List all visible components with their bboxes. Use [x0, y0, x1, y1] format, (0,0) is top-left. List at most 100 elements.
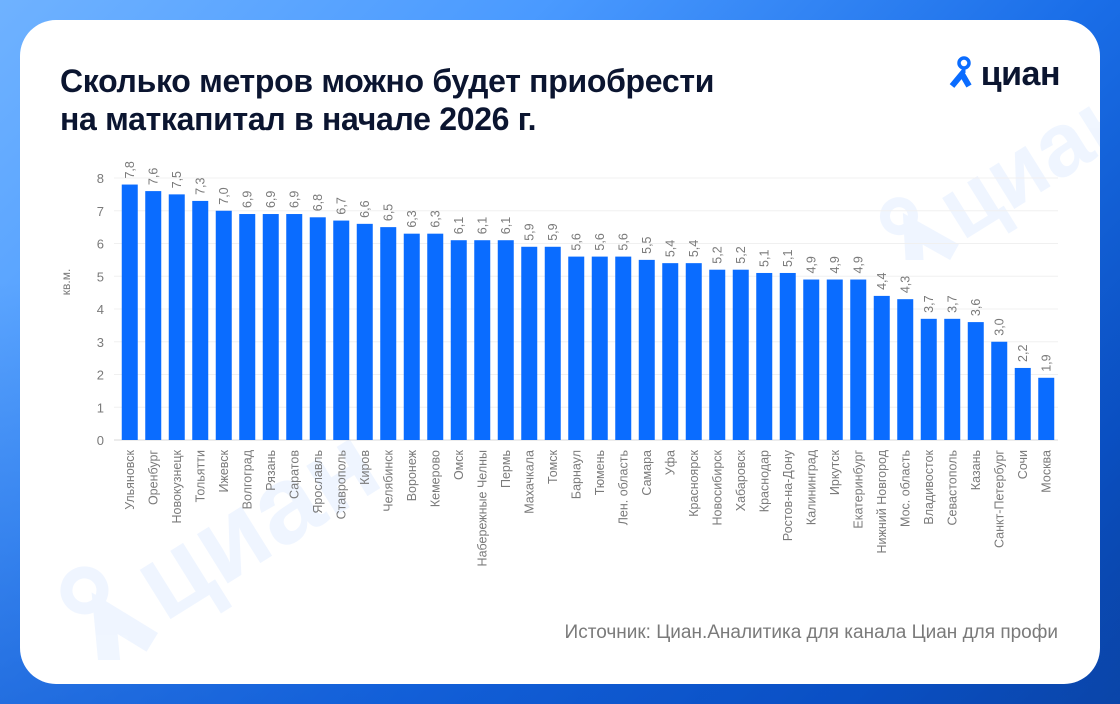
x-tick-label: Иркутск — [828, 449, 842, 495]
x-tick-label: Томск — [546, 449, 560, 483]
x-tick-label: Челябинск — [381, 449, 395, 511]
data-label: 7,3 — [193, 178, 207, 195]
data-label: 3,7 — [945, 295, 959, 312]
bar-chart: 0 1 2 3 4 5 6 7 8 кв.м. 7,8 Ульяновск 7,6 Оренбург 7,5… — [59, 161, 1058, 566]
x-tick-label: Воронеж — [405, 449, 419, 501]
data-label: 5,6 — [593, 233, 607, 250]
x-tick-label: Тюмень — [593, 450, 607, 495]
chart-card: циан циан Сколько метров можно будет при… — [20, 20, 1100, 684]
x-tick-label: Рязань — [264, 450, 278, 491]
x-tick-label: Саратов — [287, 450, 301, 499]
data-label: 7,8 — [123, 161, 137, 178]
x-tick-label: Самара — [640, 450, 654, 496]
bar — [1038, 377, 1055, 440]
y-tick-label: 3 — [97, 335, 104, 350]
logo-text: циан — [980, 54, 1061, 93]
x-tick-label: Новосибирск — [710, 449, 724, 525]
bar — [897, 299, 914, 440]
x-tick-label: Кемерово — [428, 450, 442, 507]
x-tick-label: Ярославль — [311, 450, 325, 514]
data-label: 5,6 — [616, 233, 630, 250]
data-label: 6,9 — [287, 191, 301, 208]
x-tick-label: Ижевск — [217, 449, 231, 492]
x-tick-label: Москва — [1039, 450, 1053, 493]
title-line-2: на маткапитал в начале 2026 г. — [60, 101, 537, 137]
bar — [1014, 367, 1031, 440]
bar — [591, 256, 608, 440]
data-label: 7,5 — [170, 171, 184, 188]
data-label: 6,9 — [264, 191, 278, 208]
bar — [262, 214, 279, 440]
data-label: 5,1 — [781, 250, 795, 267]
x-tick-label: Хабаровск — [734, 449, 748, 511]
x-tick-label: Сочи — [1016, 450, 1030, 479]
data-label: 3,6 — [969, 299, 983, 316]
bar — [732, 269, 749, 440]
data-label: 6,7 — [334, 197, 348, 214]
bar — [685, 263, 702, 440]
x-tick-label: Махачкала — [522, 450, 536, 514]
bar — [427, 233, 444, 440]
x-tick-label: Набережные Челны — [475, 450, 489, 566]
x-tick-label: Ульяновск — [123, 449, 137, 509]
bar — [615, 256, 632, 440]
bar — [192, 200, 209, 440]
bar — [638, 259, 655, 440]
bar — [356, 223, 373, 440]
bar — [333, 220, 350, 440]
data-label: 3,7 — [922, 295, 936, 312]
data-label: 6,5 — [381, 204, 395, 221]
bar — [920, 318, 937, 440]
bar — [450, 240, 467, 440]
y-tick-label: 1 — [97, 400, 104, 415]
bar — [474, 240, 491, 440]
y-tick-label: 6 — [97, 237, 104, 252]
x-tick-label: Екатеринбург — [851, 450, 865, 529]
bar — [544, 246, 561, 440]
x-tick-label: Красноярск — [687, 449, 701, 516]
bar — [779, 272, 796, 440]
bar — [568, 256, 585, 440]
data-label: 6,1 — [475, 217, 489, 234]
bar — [145, 191, 162, 440]
bar — [380, 227, 397, 440]
location-pin-icon — [949, 56, 972, 88]
bar — [756, 272, 773, 440]
y-tick-label: 2 — [97, 368, 104, 383]
y-tick-label: 8 — [97, 171, 104, 186]
x-tick-label: Владивосток — [922, 449, 936, 524]
data-label: 6,3 — [428, 210, 442, 227]
bar — [497, 240, 514, 440]
x-tick-label: Волгоград — [240, 449, 254, 509]
x-tick-label: Новокузнецк — [170, 449, 184, 523]
x-tick-label: Лен. область — [616, 450, 630, 525]
bar — [991, 341, 1008, 440]
x-tick-label: Казань — [969, 450, 983, 490]
bar — [239, 214, 256, 440]
bar — [967, 322, 984, 440]
x-tick-label: Омск — [452, 449, 466, 480]
bar — [403, 233, 420, 440]
bar — [944, 318, 961, 440]
data-label: 7,0 — [217, 187, 231, 204]
bar — [521, 246, 538, 440]
bar — [662, 263, 679, 440]
bar — [309, 217, 326, 440]
x-tick-label: Санкт-Петербург — [992, 450, 1006, 548]
data-label: 5,1 — [757, 250, 771, 267]
cian-logo: циан — [949, 54, 1061, 94]
x-tick-label: Пермь — [499, 450, 513, 488]
data-label: 6,6 — [358, 200, 372, 217]
bar — [803, 279, 820, 440]
data-label: 5,6 — [569, 233, 583, 250]
bar — [121, 184, 138, 440]
bar — [873, 295, 890, 440]
data-label: 5,9 — [546, 223, 560, 240]
data-label: 5,9 — [522, 223, 536, 240]
y-tick-label: 0 — [97, 433, 104, 448]
x-tick-label: Нижний Новгород — [875, 449, 889, 553]
data-label: 5,2 — [734, 246, 748, 263]
data-label: 4,3 — [898, 276, 912, 293]
data-label: 5,4 — [687, 240, 701, 257]
x-tick-label: Уфа — [663, 450, 677, 475]
